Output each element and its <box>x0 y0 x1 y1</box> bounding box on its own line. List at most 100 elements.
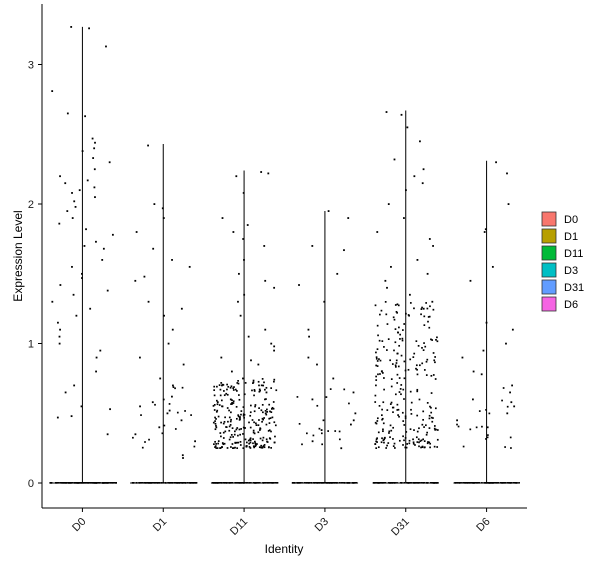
data-point <box>399 388 402 390</box>
data-point <box>352 419 355 422</box>
legend-swatch <box>541 279 557 295</box>
violin-group-d31 <box>372 110 439 484</box>
data-point <box>228 482 231 484</box>
data-point <box>234 388 237 391</box>
data-point <box>253 390 256 392</box>
data-point <box>220 421 222 424</box>
data-point <box>374 394 377 397</box>
data-point <box>153 482 155 484</box>
data-point <box>59 175 61 178</box>
data-point <box>257 363 260 366</box>
data-point <box>253 421 255 424</box>
data-point <box>169 482 172 484</box>
data-point <box>216 403 219 406</box>
data-point <box>253 410 256 413</box>
data-point <box>462 482 465 484</box>
data-point <box>392 411 394 414</box>
data-point <box>423 315 426 318</box>
data-point <box>227 385 230 388</box>
data-point <box>239 314 242 317</box>
data-point <box>192 482 194 484</box>
data-point <box>431 482 433 484</box>
data-point <box>394 366 397 368</box>
data-point <box>320 482 323 484</box>
data-point <box>272 407 275 410</box>
data-point <box>112 482 115 484</box>
data-point <box>252 382 254 385</box>
data-point <box>416 259 419 261</box>
data-point <box>510 401 513 404</box>
data-point <box>227 420 229 423</box>
data-point <box>166 412 169 415</box>
data-point <box>400 482 403 484</box>
y-ticks: 0 1 2 3 <box>28 60 42 490</box>
data-point <box>188 265 191 268</box>
data-point <box>240 482 243 484</box>
data-point <box>216 482 219 484</box>
data-point <box>486 426 489 429</box>
data-point <box>214 428 217 431</box>
data-point <box>415 436 418 439</box>
data-point <box>91 137 94 140</box>
data-point <box>499 482 502 484</box>
data-point <box>106 289 109 292</box>
data-point <box>231 443 234 445</box>
data-point <box>49 482 52 484</box>
data-point <box>390 385 393 388</box>
data-point <box>427 316 430 318</box>
data-point <box>398 439 401 442</box>
data-point <box>340 482 342 484</box>
data-point <box>427 320 429 323</box>
data-point <box>249 414 252 417</box>
data-point <box>354 482 357 484</box>
data-point <box>273 482 275 484</box>
data-point <box>431 420 434 423</box>
data-point <box>511 328 514 331</box>
data-point <box>316 404 319 407</box>
data-point <box>180 482 183 484</box>
data-point <box>264 279 267 282</box>
data-point <box>272 401 275 403</box>
data-point <box>495 161 497 164</box>
data-point <box>413 307 415 310</box>
data-point <box>252 445 255 448</box>
data-point <box>412 441 415 444</box>
data-point <box>64 182 67 185</box>
data-point <box>383 482 385 484</box>
data-point <box>193 445 196 448</box>
data-point <box>382 428 384 431</box>
data-point <box>402 329 404 331</box>
data-point <box>403 398 405 400</box>
data-point <box>436 438 439 441</box>
data-point <box>456 423 458 426</box>
data-point <box>245 482 248 484</box>
data-point <box>395 359 398 362</box>
data-point <box>252 429 255 432</box>
data-point <box>322 419 325 422</box>
data-point <box>378 405 381 407</box>
data-point <box>433 482 436 484</box>
data-point <box>260 409 263 412</box>
legend-label: D0 <box>564 214 578 226</box>
data-point <box>217 442 220 445</box>
data-point <box>376 437 378 440</box>
data-point <box>260 444 263 447</box>
data-point <box>266 411 269 413</box>
violin-group-d6 <box>453 160 520 484</box>
data-point <box>486 482 488 484</box>
data-point <box>375 351 377 354</box>
data-point <box>87 482 89 484</box>
data-point <box>220 435 222 438</box>
data-point <box>422 438 425 441</box>
data-point <box>216 409 219 412</box>
data-point <box>316 363 318 366</box>
data-point <box>379 482 382 484</box>
violin-group-d11 <box>210 170 279 484</box>
data-point <box>232 231 235 233</box>
data-point <box>59 284 62 286</box>
data-point <box>405 189 407 192</box>
data-point <box>432 245 434 247</box>
data-point <box>255 482 258 484</box>
data-point <box>319 482 321 484</box>
